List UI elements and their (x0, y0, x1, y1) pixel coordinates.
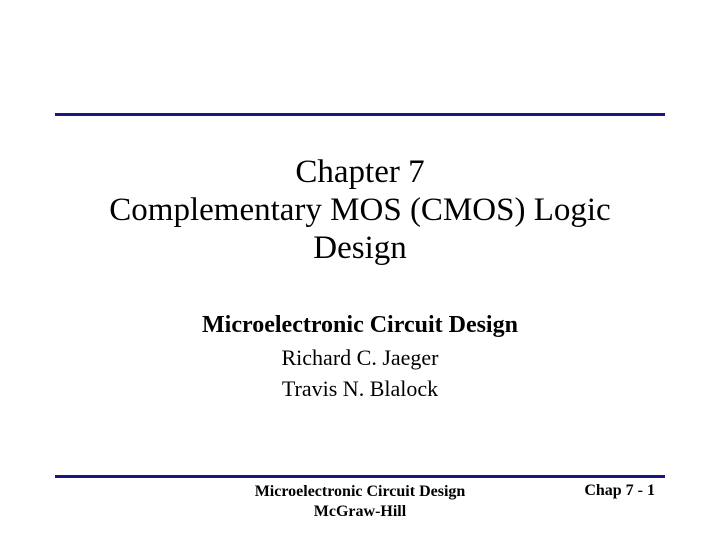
author-2: Travis N. Blalock (55, 375, 665, 403)
footer-center-line-2: McGraw-Hill (55, 502, 665, 522)
title-line-3: Design (55, 230, 665, 268)
footer-center: Microelectronic Circuit Design McGraw-Hi… (55, 482, 665, 522)
subtitle-block: Microelectronic Circuit Design Richard C… (55, 310, 665, 403)
slide-container: Chapter 7 Complementary MOS (CMOS) Logic… (0, 0, 720, 540)
title-line-2: Complementary MOS (CMOS) Logic (55, 192, 665, 230)
title-line-1: Chapter 7 (55, 154, 665, 192)
top-divider (55, 113, 665, 116)
bottom-divider-wrap (55, 475, 665, 478)
title-block: Chapter 7 Complementary MOS (CMOS) Logic… (55, 154, 665, 268)
footer: Microelectronic Circuit Design McGraw-Hi… (55, 482, 665, 522)
footer-right: Chap 7 - 1 (584, 482, 655, 500)
footer-center-line-1: Microelectronic Circuit Design (55, 482, 665, 502)
top-spacer (55, 0, 665, 113)
author-1: Richard C. Jaeger (55, 344, 665, 372)
subtitle: Microelectronic Circuit Design (55, 310, 665, 340)
bottom-divider (55, 475, 665, 478)
